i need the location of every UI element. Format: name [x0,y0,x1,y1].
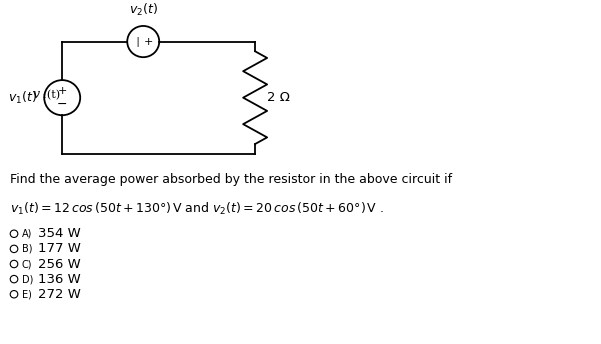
Text: 354 W: 354 W [38,227,81,240]
Text: ❘: ❘ [133,36,141,46]
Text: 177 W: 177 W [38,243,81,255]
Text: ₁(t): ₁(t) [39,89,60,100]
Text: $v_1(t)$: $v_1(t)$ [8,90,37,106]
Text: 136 W: 136 W [38,273,81,286]
Text: $v_1(t)$$= 12\,\mathit{cos}\,(50t + 130°)\,\mathrm{V\ and\ }$$v_2(t) = 20\,\math: $v_1(t)$$= 12\,\mathit{cos}\,(50t + 130°… [10,201,384,217]
Text: +: + [58,86,67,96]
Text: A): A) [22,229,32,239]
Text: 2 Ω: 2 Ω [267,91,290,104]
Text: v: v [32,88,39,101]
Text: E): E) [22,289,32,299]
Text: Find the average power absorbed by the resistor in the above circuit if: Find the average power absorbed by the r… [10,173,453,186]
Text: −: − [57,98,67,111]
Text: C): C) [22,259,32,269]
Text: 256 W: 256 W [38,258,81,270]
Text: B): B) [22,244,32,254]
Text: +: + [144,36,153,46]
Text: $v_2(t)$: $v_2(t)$ [129,2,157,18]
Text: D): D) [22,274,33,284]
Text: 272 W: 272 W [38,288,81,301]
